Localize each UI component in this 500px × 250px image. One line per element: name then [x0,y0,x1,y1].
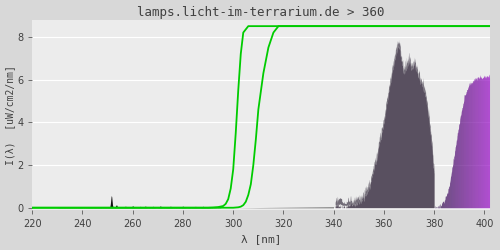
X-axis label: λ [nm]: λ [nm] [240,234,281,244]
Y-axis label: I(λ)  [uW/cm2/nm]: I(λ) [uW/cm2/nm] [6,65,16,165]
Title: lamps.licht-im-terrarium.de > 360: lamps.licht-im-terrarium.de > 360 [137,6,384,18]
